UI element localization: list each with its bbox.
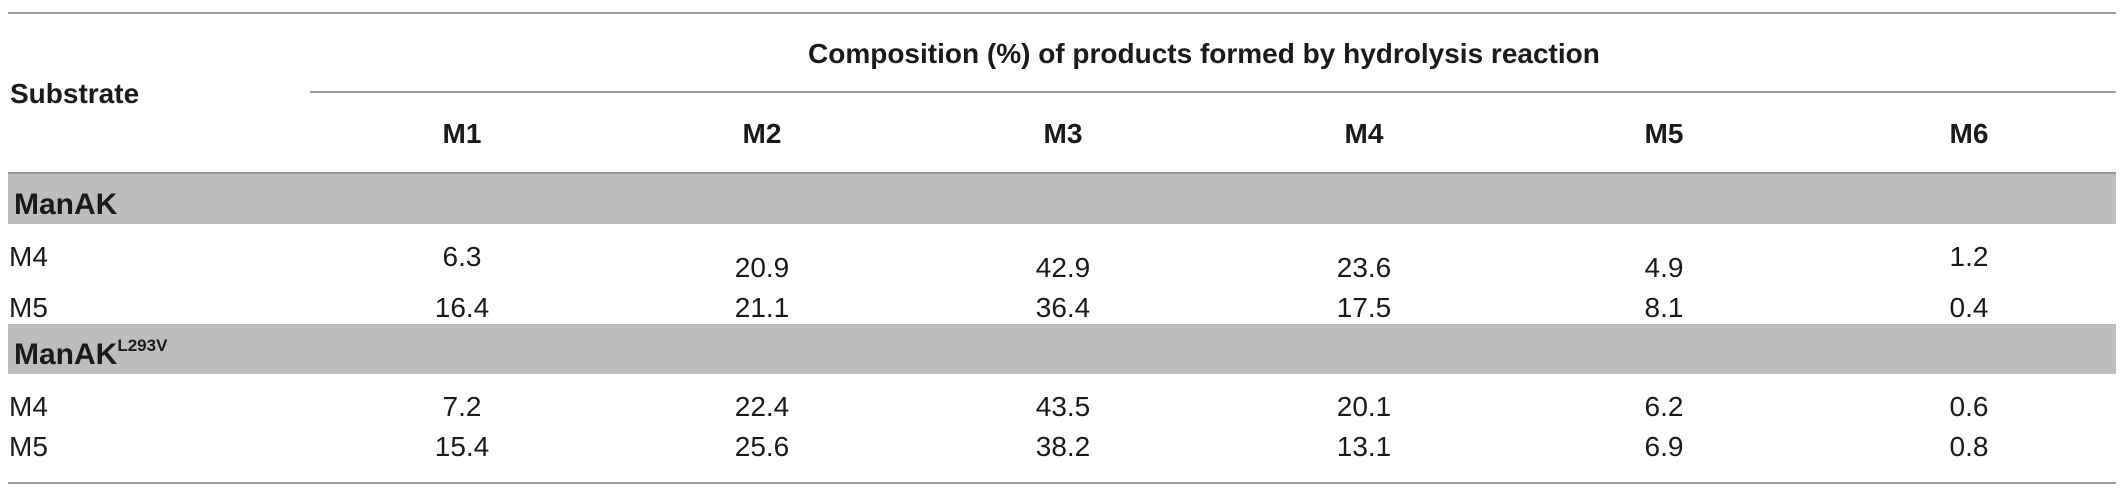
table-cell: 22.4 <box>734 391 790 422</box>
row-label: M5 <box>9 292 48 323</box>
group-band <box>8 174 2116 224</box>
table-cell: 7.2 <box>442 391 482 422</box>
column-header-m6: M6 <box>1949 118 1989 149</box>
spanner-rule <box>310 91 2116 93</box>
table-cell: 20.9 <box>734 252 790 283</box>
table-cell: 42.9 <box>1035 252 1091 283</box>
table-cell: 25.6 <box>734 431 790 462</box>
substrate-header: Substrate <box>10 78 140 109</box>
table-cell: 15.4 <box>434 431 490 462</box>
table-cell: 21.1 <box>734 292 790 323</box>
group-label: ManAKL293V <box>14 337 167 371</box>
top-rule <box>8 12 2116 14</box>
group-name: ManAK <box>14 188 118 221</box>
group-band <box>8 324 2116 374</box>
column-header-m2: M2 <box>742 118 782 149</box>
header-bottom-rule <box>8 172 2116 174</box>
row-label: M4 <box>9 391 48 422</box>
column-header-m4: M4 <box>1344 118 1384 149</box>
column-header-m3: M3 <box>1043 118 1083 149</box>
table-cell: 0.6 <box>1949 391 1989 422</box>
table-cell: 23.6 <box>1336 252 1392 283</box>
table-cell: 38.2 <box>1035 431 1091 462</box>
row-label: M4 <box>9 241 48 272</box>
column-header-m5: M5 <box>1644 118 1684 149</box>
table-cell: 43.5 <box>1035 391 1091 422</box>
column-header-m1: M1 <box>442 118 482 149</box>
table-cell: 6.2 <box>1644 391 1684 422</box>
row-label: M5 <box>9 431 48 462</box>
table-cell: 17.5 <box>1336 292 1392 323</box>
table-cell: 6.3 <box>442 241 482 272</box>
table-cell: 8.1 <box>1644 292 1684 323</box>
table-cell: 1.2 <box>1949 241 1989 272</box>
group-name: ManAK <box>14 338 118 371</box>
group-superscript: L293V <box>117 336 168 355</box>
table-cell: 13.1 <box>1336 431 1392 462</box>
table-cell: 16.4 <box>434 292 490 323</box>
bottom-rule <box>8 482 2116 484</box>
table-cell: 36.4 <box>1035 292 1091 323</box>
composition-spanner-header: Composition (%) of products formed by hy… <box>808 38 1600 69</box>
table-cell: 6.9 <box>1644 431 1684 462</box>
table-cell: 4.9 <box>1644 252 1684 283</box>
table-cell: 20.1 <box>1336 391 1392 422</box>
table-cell: 0.4 <box>1949 292 1989 323</box>
group-label: ManAK <box>14 190 117 220</box>
table-cell: 0.8 <box>1949 431 1989 462</box>
